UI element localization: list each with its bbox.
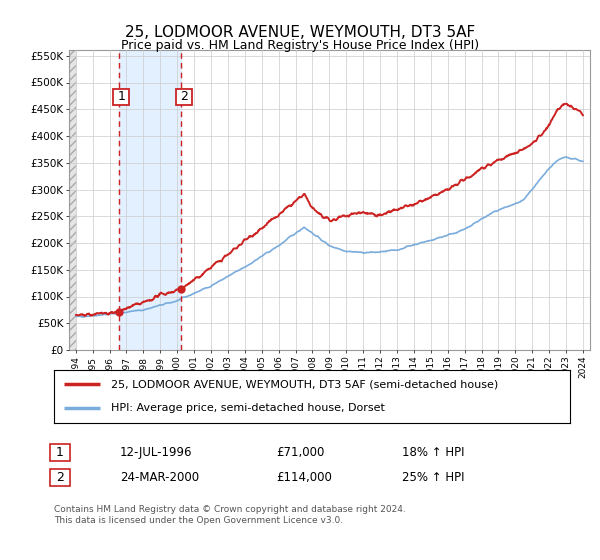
Bar <box>69 50 76 350</box>
Text: £71,000: £71,000 <box>276 446 325 459</box>
Text: 1: 1 <box>56 446 64 459</box>
Text: Price paid vs. HM Land Registry's House Price Index (HPI): Price paid vs. HM Land Registry's House … <box>121 39 479 52</box>
Text: 25, LODMOOR AVENUE, WEYMOUTH, DT3 5AF (semi-detached house): 25, LODMOOR AVENUE, WEYMOUTH, DT3 5AF (s… <box>111 380 498 390</box>
Text: Contains HM Land Registry data © Crown copyright and database right 2024.
This d: Contains HM Land Registry data © Crown c… <box>54 505 406 525</box>
Text: 24-MAR-2000: 24-MAR-2000 <box>120 470 199 484</box>
Text: 25, LODMOOR AVENUE, WEYMOUTH, DT3 5AF: 25, LODMOOR AVENUE, WEYMOUTH, DT3 5AF <box>125 25 475 40</box>
Text: 2: 2 <box>56 470 64 484</box>
Bar <box>69 50 76 350</box>
Text: 1: 1 <box>117 90 125 104</box>
Text: 2: 2 <box>180 90 188 104</box>
Text: 12-JUL-1996: 12-JUL-1996 <box>120 446 193 459</box>
Text: 25% ↑ HPI: 25% ↑ HPI <box>402 470 464 484</box>
Bar <box>69 50 76 350</box>
Bar <box>119 50 181 350</box>
Text: 18% ↑ HPI: 18% ↑ HPI <box>402 446 464 459</box>
FancyBboxPatch shape <box>176 89 191 105</box>
Text: £114,000: £114,000 <box>276 470 332 484</box>
Text: HPI: Average price, semi-detached house, Dorset: HPI: Average price, semi-detached house,… <box>111 403 385 413</box>
FancyBboxPatch shape <box>113 89 129 105</box>
